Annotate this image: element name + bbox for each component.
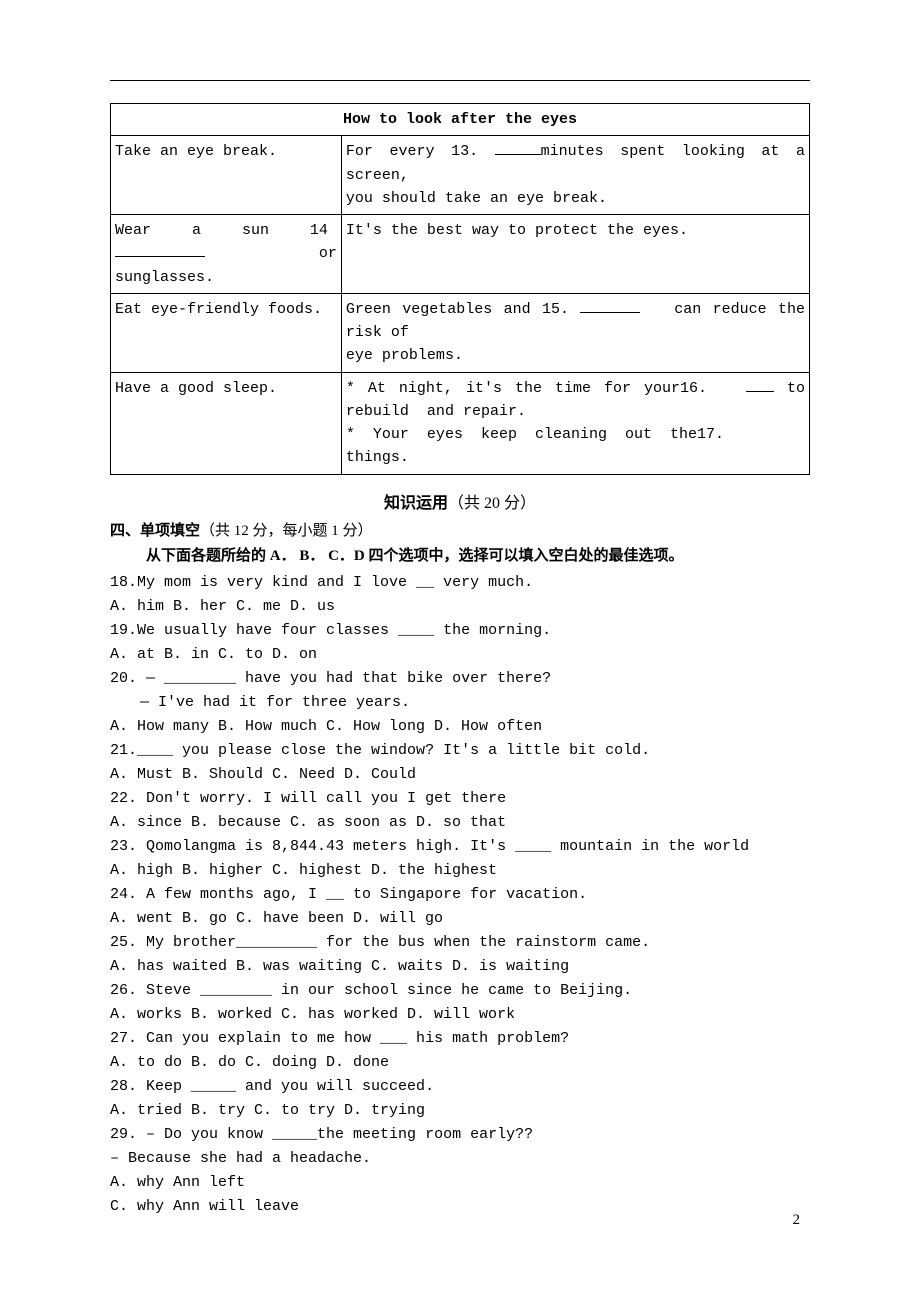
q20-opts: A. How many B. How much C. How long D. H…: [110, 715, 810, 739]
questions-block: 18.My mom is very kind and I love __ ver…: [110, 571, 810, 1219]
q29-opts: A. why Ann left: [110, 1171, 810, 1195]
q20-stem: 20. — ________ have you had that bike ov…: [110, 667, 810, 691]
q19-opts: A. at B. in C. to D. on: [110, 643, 810, 667]
q24-stem: 24. A few months ago, I __ to Singapore …: [110, 883, 810, 907]
q20-stem2: — I've had it for three years.: [140, 691, 810, 715]
cell-right: For every 13. minutes spent looking at a…: [341, 136, 809, 215]
cell-left: Eat eye-friendly foods.: [111, 293, 342, 372]
q22-opts: A. since B. because C. as soon as D. so …: [110, 811, 810, 835]
table-row: Take an eye break. For every 13. minutes…: [111, 136, 810, 215]
q29-opts2: C. why Ann will leave: [110, 1195, 810, 1219]
q29-stem2: – Because she had a headache.: [110, 1147, 810, 1171]
q24-opts: A. went B. go C. have been D. will go: [110, 907, 810, 931]
cell-right: * At night, it's the time for your16. to…: [341, 372, 809, 474]
top-rule: [110, 80, 810, 81]
section-title-bold: 知识运用: [384, 495, 448, 512]
q22-stem: 22. Don't worry. I will call you I get t…: [110, 787, 810, 811]
q21-opts: A. Must B. Should C. Need D. Could: [110, 763, 810, 787]
q27-stem: 27. Can you explain to me how ___ his ma…: [110, 1027, 810, 1051]
q23-stem: 23. Qomolangma is 8,844.43 meters high. …: [110, 835, 810, 859]
q19-stem: 19.We usually have four classes ____ the…: [110, 619, 810, 643]
q27-opts: A. to do B. do C. doing D. done: [110, 1051, 810, 1075]
q23-opts: A. high B. higher C. highest D. the high…: [110, 859, 810, 883]
q25-opts: A. has waited B. was waiting C. waits D.…: [110, 955, 810, 979]
cell-right: It's the best way to protect the eyes.: [341, 215, 809, 294]
q18-opts: A. him B. her C. me D. us: [110, 595, 810, 619]
cell-left: Take an eye break.: [111, 136, 342, 215]
q18-stem: 18.My mom is very kind and I love __ ver…: [110, 571, 810, 595]
q26-stem: 26. Steve ________ in our school since h…: [110, 979, 810, 1003]
table-row: Have a good sleep. * At night, it's the …: [111, 372, 810, 474]
section-title: 知识运用（共 20 分）: [110, 489, 810, 513]
page-number: 2: [793, 1212, 801, 1229]
q28-stem: 28. Keep _____ and you will succeed.: [110, 1075, 810, 1099]
q25-stem: 25. My brother_________ for the bus when…: [110, 931, 810, 955]
cell-left: Have a good sleep.: [111, 372, 342, 474]
subheading-rest: （共 12 分，每小题 1 分）: [200, 523, 373, 539]
subheading-bold: 四、单项填空: [110, 523, 200, 539]
section-title-rest: （共 20 分）: [448, 495, 536, 512]
table-title: How to look after the eyes: [111, 104, 810, 136]
eyes-table: How to look after the eyes Take an eye b…: [110, 103, 810, 475]
q28-opts: A. tried B. try C. to try D. trying: [110, 1099, 810, 1123]
instruction: 从下面各题所给的 A． B． C．D 四个选项中，选择可以填入空白处的最佳选项。: [146, 544, 810, 565]
table-row: Eat eye-friendly foods. Green vegetables…: [111, 293, 810, 372]
table-row: Wear a sun 14 or sunglasses. It's the be…: [111, 215, 810, 294]
subheading: 四、单项填空（共 12 分，每小题 1 分）: [110, 519, 810, 540]
q26-opts: A. works B. worked C. has worked D. will…: [110, 1003, 810, 1027]
cell-left: Wear a sun 14 or sunglasses.: [111, 215, 342, 294]
cell-right: Green vegetables and 15. can reduce the …: [341, 293, 809, 372]
q21-stem: 21.____ you please close the window? It'…: [110, 739, 810, 763]
q29-stem: 29. – Do you know _____the meeting room …: [110, 1123, 810, 1147]
